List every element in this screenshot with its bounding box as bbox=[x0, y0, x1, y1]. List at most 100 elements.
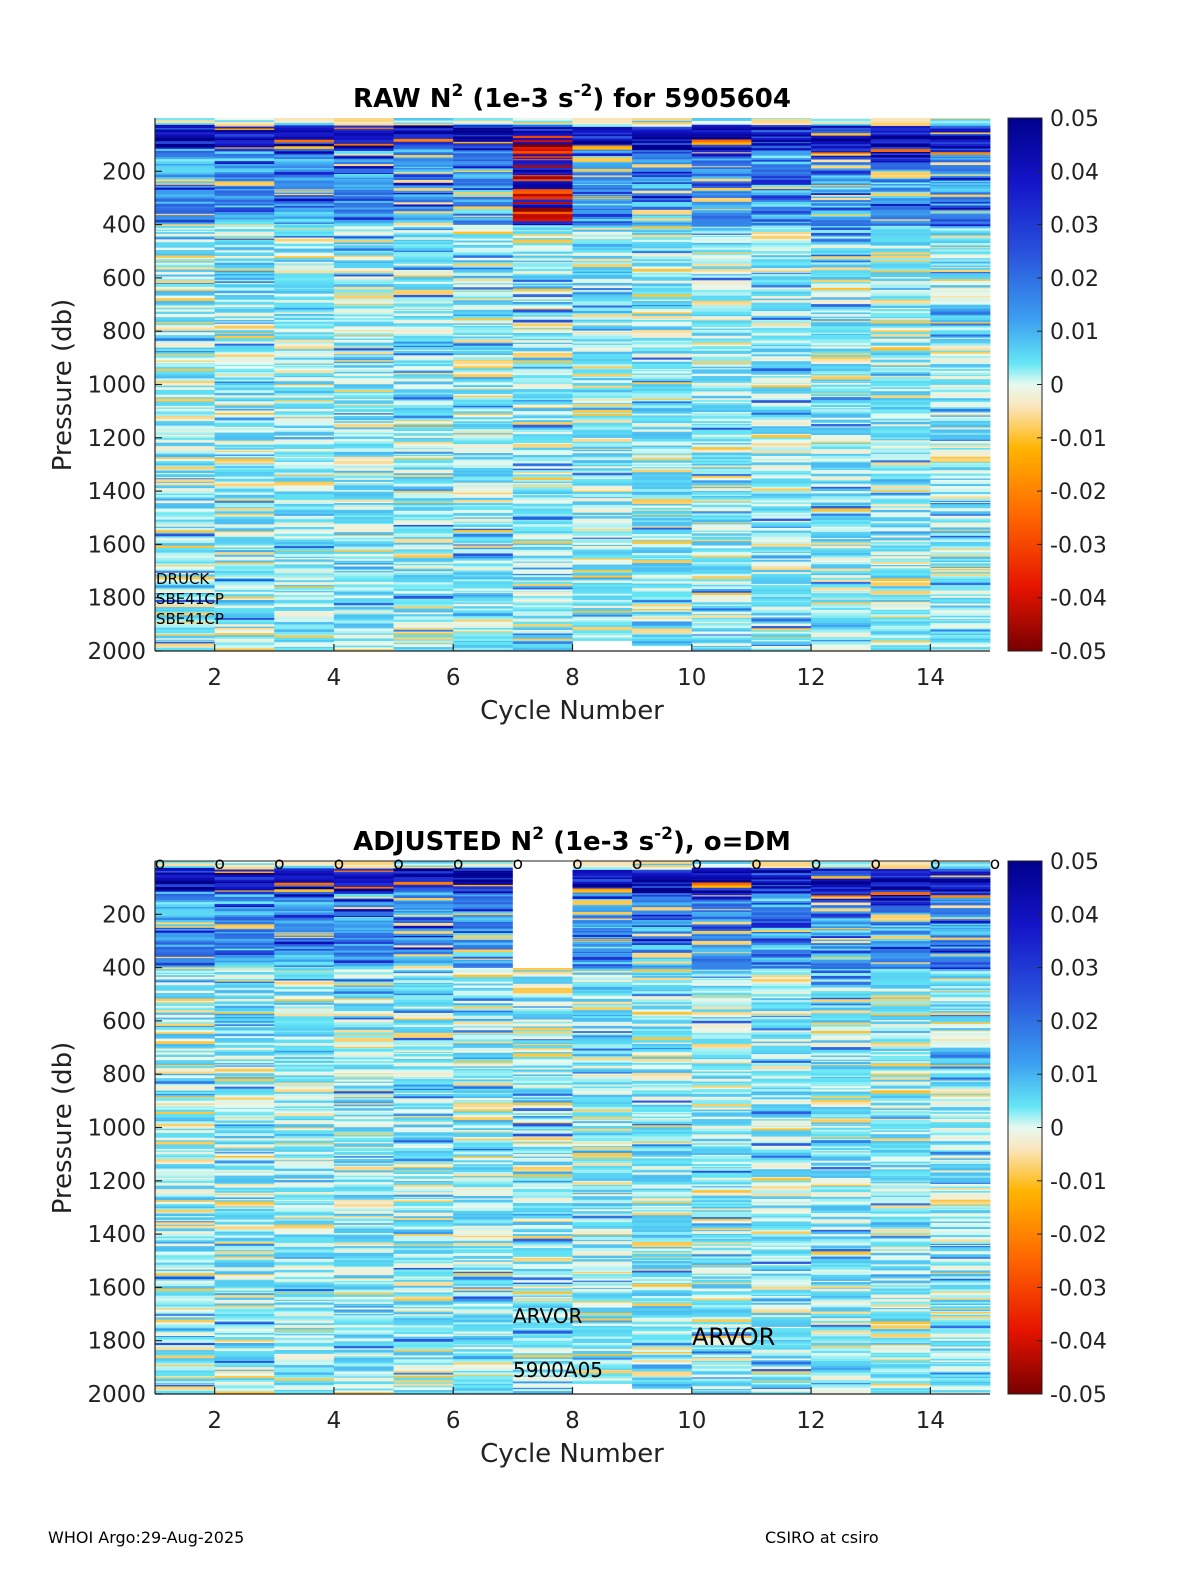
raw-cell bbox=[512, 240, 573, 242]
raw-cell bbox=[930, 578, 991, 581]
raw-cell bbox=[512, 127, 573, 130]
raw-cell bbox=[214, 338, 275, 342]
adjusted-cell bbox=[214, 1224, 275, 1228]
raw-cell bbox=[751, 594, 812, 596]
raw-cell bbox=[512, 206, 573, 209]
adjusted-cell bbox=[155, 969, 216, 971]
adjusted-cell bbox=[274, 1215, 335, 1218]
raw-cell bbox=[811, 498, 872, 501]
raw-cell bbox=[155, 589, 216, 593]
raw-cell bbox=[214, 281, 275, 284]
adjusted-cell bbox=[155, 1350, 216, 1352]
raw-cell bbox=[512, 553, 573, 557]
raw-cell bbox=[214, 635, 275, 638]
raw-cell bbox=[453, 629, 514, 632]
adjusted-cell bbox=[274, 894, 335, 897]
raw-cell bbox=[453, 325, 514, 328]
raw-cell bbox=[214, 521, 275, 523]
raw-cell bbox=[811, 483, 872, 485]
raw-cell bbox=[512, 138, 573, 141]
raw-cell bbox=[751, 259, 812, 263]
raw-cell bbox=[572, 620, 633, 623]
raw-cell bbox=[632, 359, 693, 363]
raw-cell bbox=[691, 126, 752, 130]
raw-cell bbox=[930, 590, 991, 593]
raw-cell bbox=[453, 433, 514, 435]
raw-cell bbox=[572, 515, 633, 517]
raw-cell bbox=[811, 612, 872, 616]
adjusted-cell bbox=[155, 1071, 216, 1075]
raw-cell bbox=[333, 289, 394, 293]
adjusted-cell bbox=[214, 1163, 275, 1167]
raw-cell bbox=[572, 144, 633, 147]
raw-cell bbox=[632, 222, 693, 225]
raw-cell bbox=[214, 262, 275, 266]
raw-cell bbox=[691, 287, 752, 290]
adjusted-cell bbox=[155, 1190, 216, 1195]
raw-cell bbox=[512, 461, 573, 465]
raw-cell bbox=[691, 478, 752, 481]
raw-cell bbox=[453, 597, 514, 602]
raw-cell bbox=[691, 449, 752, 454]
raw-cell bbox=[274, 365, 335, 368]
raw-cell bbox=[751, 517, 812, 520]
adjusted-cell bbox=[274, 1257, 335, 1260]
raw-cell bbox=[870, 185, 931, 189]
adjusted-title-mid: (1e-3 s bbox=[544, 827, 654, 857]
raw-cell bbox=[632, 277, 693, 282]
adjusted-cell bbox=[214, 1229, 275, 1232]
raw-cell bbox=[751, 572, 812, 575]
raw-cell bbox=[930, 465, 991, 468]
adjusted-cell bbox=[214, 1297, 275, 1301]
raw-cell bbox=[870, 566, 931, 569]
raw-cell bbox=[453, 273, 514, 275]
raw-cell bbox=[393, 391, 454, 394]
raw-cell bbox=[274, 313, 335, 317]
raw-cell bbox=[751, 373, 812, 376]
raw-cell bbox=[632, 373, 693, 376]
raw-cell bbox=[930, 423, 991, 426]
raw-cell bbox=[930, 570, 991, 573]
raw-cell bbox=[274, 162, 335, 165]
adjusted-cell bbox=[155, 1269, 216, 1272]
raw-cell bbox=[751, 397, 812, 399]
raw-cell bbox=[333, 252, 394, 257]
raw-cell bbox=[930, 571, 991, 574]
adjusted-cell bbox=[214, 1130, 275, 1134]
raw-cell bbox=[155, 170, 216, 174]
raw-cell bbox=[393, 541, 454, 544]
raw-cell bbox=[930, 511, 991, 513]
raw-cell bbox=[274, 345, 335, 348]
adjusted-cell bbox=[214, 991, 275, 994]
raw-cell bbox=[453, 444, 514, 446]
raw-cell bbox=[632, 302, 693, 306]
raw-cell bbox=[453, 278, 514, 282]
raw-cell bbox=[512, 251, 573, 255]
raw-cell bbox=[572, 583, 633, 586]
raw-cell bbox=[751, 143, 812, 146]
raw-cell bbox=[632, 381, 693, 383]
raw-cell bbox=[333, 270, 394, 274]
raw-cell bbox=[811, 379, 872, 382]
raw-cell bbox=[333, 472, 394, 474]
adjusted-cell bbox=[214, 1343, 275, 1347]
raw-cell bbox=[333, 390, 394, 393]
raw-cell bbox=[214, 600, 275, 604]
adjusted-cell bbox=[155, 1033, 216, 1038]
raw-cell bbox=[751, 409, 812, 411]
raw-cell bbox=[811, 544, 872, 547]
raw-cell bbox=[274, 387, 335, 389]
raw-cell bbox=[691, 423, 752, 425]
raw-cell bbox=[691, 263, 752, 267]
raw-cell bbox=[811, 216, 872, 220]
raw-cell bbox=[274, 460, 335, 463]
adjusted-cell bbox=[155, 1115, 216, 1118]
raw-cell bbox=[751, 431, 812, 435]
raw-cell bbox=[811, 502, 872, 506]
raw-cell bbox=[691, 346, 752, 350]
raw-cell bbox=[632, 398, 693, 401]
raw-cell bbox=[155, 298, 216, 302]
raw-cell bbox=[393, 643, 454, 645]
raw-cell bbox=[572, 157, 633, 161]
raw-cell bbox=[393, 394, 454, 398]
